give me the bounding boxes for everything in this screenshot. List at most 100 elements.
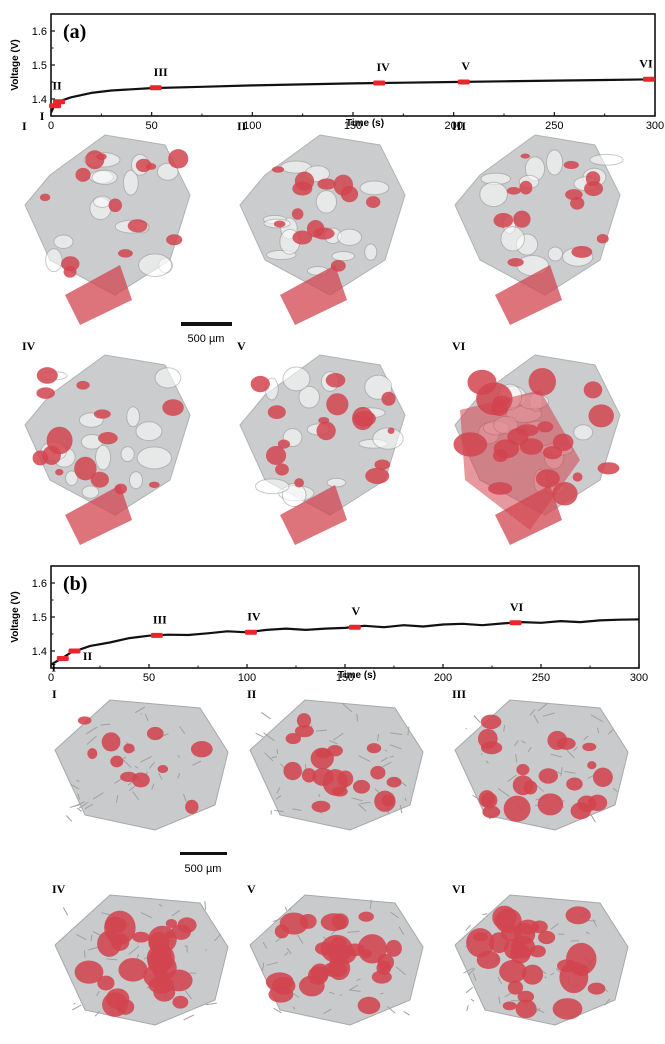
red-phase-blob xyxy=(467,369,497,395)
c0-x-tick-label: 300 xyxy=(646,120,664,132)
foam-fiber xyxy=(533,714,539,724)
red-phase-blob xyxy=(529,945,546,958)
foam-fiber xyxy=(292,808,302,812)
thumbnail-label: III xyxy=(452,687,466,701)
red-phase-blob xyxy=(310,963,330,982)
foam-fiber xyxy=(507,774,517,782)
c1-y-axis-label: Voltage (V) xyxy=(10,591,21,642)
foam-fiber xyxy=(276,787,281,794)
red-phase-blob xyxy=(365,467,390,485)
red-phase-blob xyxy=(522,964,544,985)
foam-fiber xyxy=(357,803,367,812)
red-phase-blob xyxy=(386,776,402,788)
red-phase-blob xyxy=(311,800,331,813)
red-phase-blob xyxy=(283,761,302,781)
foam-fiber xyxy=(275,795,282,800)
c1-x-tick-label: 100 xyxy=(238,672,256,684)
foam-fiber xyxy=(339,994,343,996)
red-phase-blob xyxy=(104,916,127,934)
foam-fiber xyxy=(144,713,149,722)
foam-fiber xyxy=(151,783,155,790)
foam-fiber xyxy=(349,984,359,991)
c1-marker-V xyxy=(348,624,361,630)
c1-marker-VI xyxy=(509,620,522,626)
foam-fiber xyxy=(585,931,590,935)
thumbnail-label: IV xyxy=(52,882,66,896)
red-phase-blob xyxy=(97,975,115,991)
foam-fiber xyxy=(115,795,119,803)
foam-fiber xyxy=(284,906,288,911)
foam-fiber xyxy=(521,740,526,744)
thumbnail-a-2: II xyxy=(237,119,406,325)
scaffold-pore xyxy=(255,478,290,495)
c1-marker-II xyxy=(68,648,81,654)
scaffold-pore xyxy=(45,248,63,273)
scale-bar-b: 500 µm xyxy=(180,852,227,875)
c0-x-tick-label: 100 xyxy=(243,120,261,132)
red-phase-blob xyxy=(588,404,614,428)
foam-fiber xyxy=(380,757,388,763)
red-phase-blob xyxy=(265,445,287,465)
scaffold-pore xyxy=(135,421,163,442)
foam-fiber xyxy=(183,1014,195,1021)
red-phase-blob xyxy=(132,931,150,943)
c1-marker-IV xyxy=(244,629,257,635)
foam-fiber xyxy=(76,807,82,812)
red-phase-blob xyxy=(74,456,97,481)
scale-bar-label-b: 500 µm xyxy=(185,863,222,875)
thumbnail-label: I xyxy=(22,119,27,133)
scaffold-pore xyxy=(154,367,182,389)
c0-y-tick-label: 1.6 xyxy=(32,26,47,38)
scale-bar-label-a: 500 µm xyxy=(188,333,225,345)
foam-fiber xyxy=(262,941,268,949)
red-phase-blob xyxy=(385,939,402,957)
foam-fiber xyxy=(297,934,304,944)
scaffold-pore xyxy=(545,149,564,176)
red-phase-blob xyxy=(118,958,148,982)
foam-fiber xyxy=(213,933,222,942)
scaffold-pore xyxy=(122,169,139,196)
red-phase-blob xyxy=(572,472,583,482)
foam-fiber xyxy=(351,797,363,802)
red-phase-blob xyxy=(131,772,150,788)
foam-fiber xyxy=(158,772,163,780)
c1-marker-I xyxy=(56,655,69,661)
foam-fiber xyxy=(90,934,93,942)
red-phase-blob xyxy=(381,391,396,406)
scaffold-pore xyxy=(547,246,564,262)
thumbnail-label: III xyxy=(452,119,466,133)
red-phase-blob xyxy=(547,730,568,750)
red-phase-blob xyxy=(294,478,304,488)
foam-fiber xyxy=(140,912,153,919)
foam-fiber xyxy=(565,749,575,759)
thumbnail-b-1: I xyxy=(52,687,229,831)
foam-fiber xyxy=(472,972,477,981)
foam-fiber xyxy=(356,978,361,982)
red-phase-blob xyxy=(55,468,64,476)
foam-fiber xyxy=(374,788,380,793)
c0-y-tick-label: 1.5 xyxy=(32,60,47,72)
foam-fiber xyxy=(333,732,344,741)
red-phase-blob xyxy=(370,765,386,780)
scaffold-pore xyxy=(95,444,112,471)
foam-fiber xyxy=(128,945,140,955)
red-phase-blob xyxy=(520,153,531,159)
red-phase-blob xyxy=(292,230,313,245)
thumbnail-b-5: V xyxy=(247,882,424,1026)
foam-fiber xyxy=(255,732,264,738)
c1-marker-label-III: III xyxy=(153,612,167,626)
foam-fiber xyxy=(612,787,618,792)
thumbnail-b-4: IV xyxy=(52,882,229,1026)
foam-fiber xyxy=(274,810,284,812)
foam-fiber xyxy=(148,761,155,769)
thumbnail-label: V xyxy=(247,882,256,896)
red-phase-blob xyxy=(250,375,270,393)
c0-x-axis-label: Time (s) xyxy=(346,118,384,129)
foam-fiber xyxy=(356,713,358,722)
red-phase-blob xyxy=(93,409,111,419)
scaffold-pore xyxy=(65,470,79,487)
thumbnail-b-2: II xyxy=(247,687,424,831)
red-phase-blob xyxy=(36,367,58,384)
red-phase-blob xyxy=(299,913,317,929)
